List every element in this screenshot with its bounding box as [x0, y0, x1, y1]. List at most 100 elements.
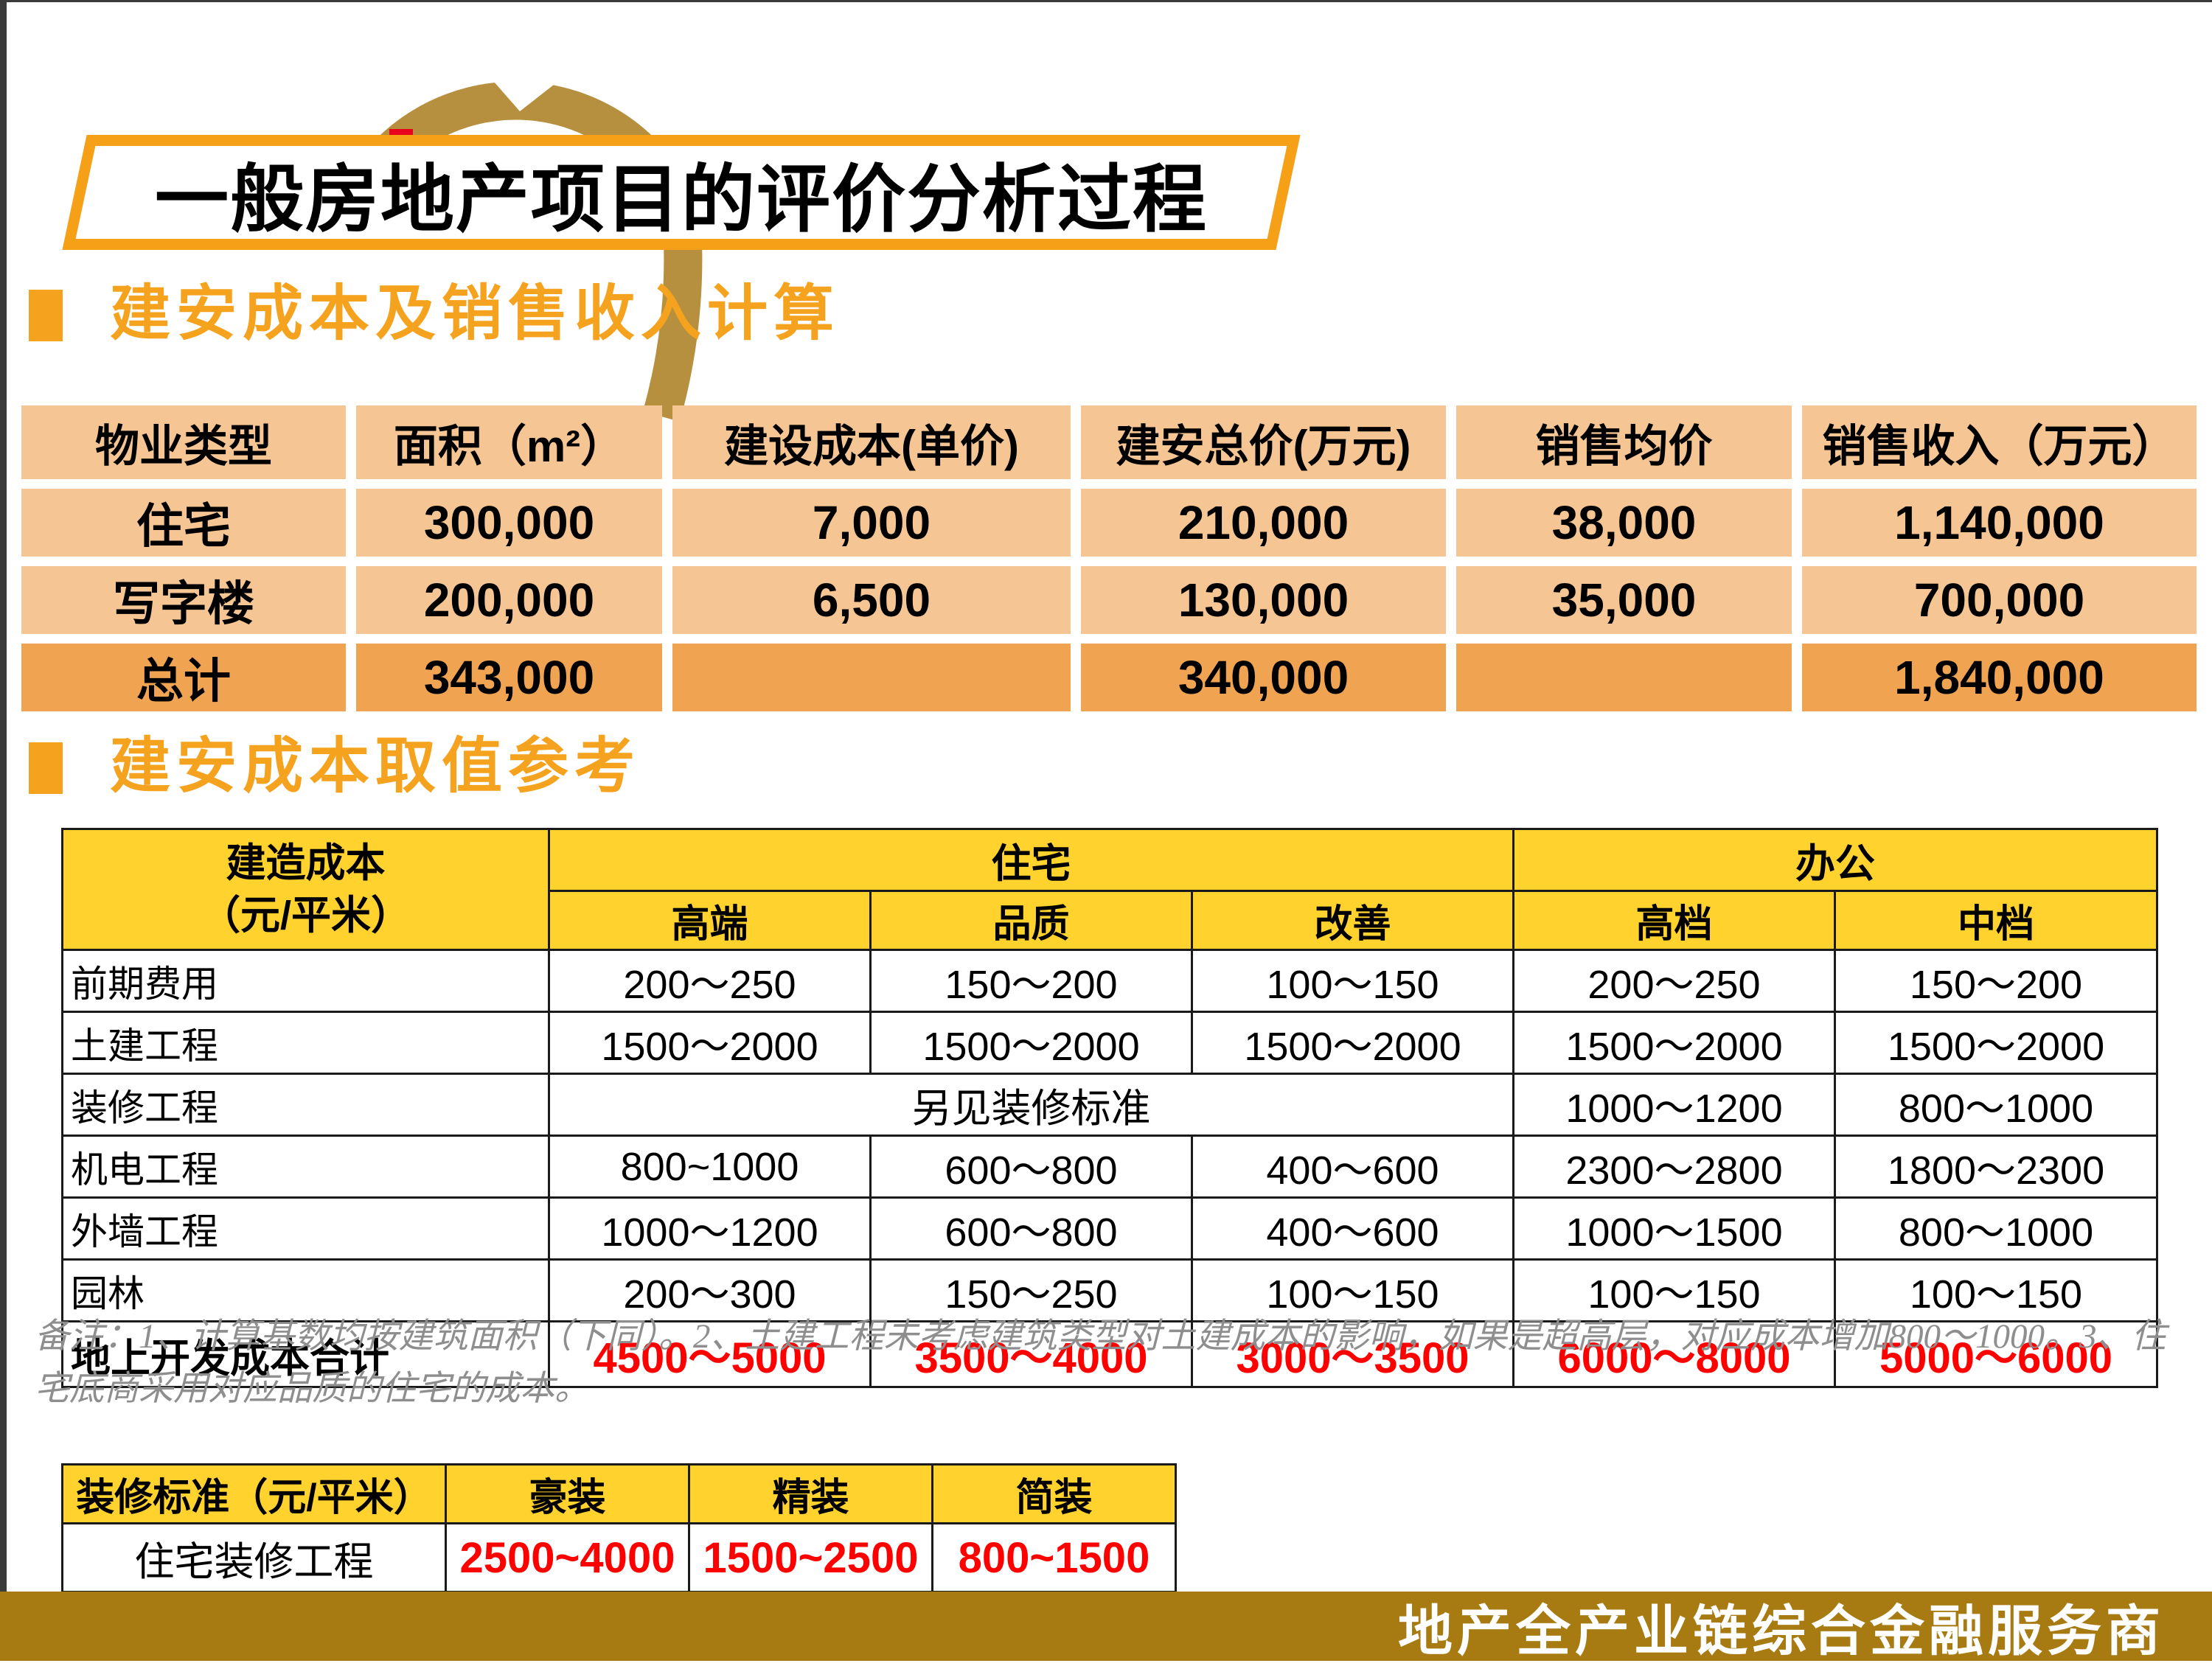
- corner-header-line1: 建造成本: [226, 841, 386, 886]
- cell-value: 150～200: [869, 949, 1193, 1013]
- column-header: 销售收入（万元）: [1802, 405, 2197, 479]
- cell-value: 150～200: [1834, 949, 2158, 1013]
- row-label: 机电工程: [61, 1135, 550, 1199]
- footer-slogan: 地产全产业链综合金融服务商: [1398, 1600, 2165, 1662]
- row-label: 前期费用: [61, 949, 550, 1013]
- table-row: 园林 200～300 150～250 100～150 100～150 100～1…: [61, 1258, 2158, 1322]
- table-row: 住宅装修工程 2500~4000 1500~2500 800~1500: [61, 1522, 1177, 1593]
- cell-value-highlight: 1500~2500: [688, 1522, 933, 1593]
- cell-value: 600～800: [869, 1196, 1193, 1261]
- cell-value: 1000～1200: [548, 1196, 872, 1261]
- cell-value: 200,000: [356, 566, 662, 634]
- corner-header: 建造成本 （元/平米）: [61, 828, 550, 951]
- cell-value: 130,000: [1081, 566, 1446, 634]
- cost-revenue-table: 物业类型 面积（m²） 建设成本(单价) 建安总价(万元) 销售均价 销售收入（…: [11, 396, 2207, 721]
- cell-value-highlight: 5000～6000: [1834, 1320, 2158, 1388]
- table-header-row: 装修标准（元/平米） 豪装 精装 简装: [61, 1463, 1177, 1524]
- merged-cell-see-decoration-standard: 另见装修标准: [548, 1073, 1514, 1137]
- cell-value-highlight: 4500～5000: [548, 1320, 872, 1388]
- orange-square-bullet-icon: [29, 742, 63, 794]
- column-header: 面积（m²）: [356, 405, 662, 479]
- section-1-heading: 建安成本及销售收入计算: [29, 280, 841, 347]
- sub-header-row: 高端 品质 改善 高档 中档: [63, 890, 2158, 951]
- row-label: 装修工程: [61, 1073, 550, 1137]
- table-total-row: 总计 343,000 340,000 1,840,000: [21, 644, 2197, 711]
- table-row: 机电工程 800~1000 600～800 400～600 2300～2800 …: [61, 1135, 2158, 1199]
- row-label: 园林: [61, 1258, 550, 1322]
- page-title-banner: 一般房地产项目的评价分析过程: [62, 135, 1301, 250]
- cell-value-highlight: 3500～4000: [869, 1320, 1193, 1388]
- column-header: 建设成本(单价): [672, 405, 1071, 479]
- group-header-office: 办公: [1512, 828, 2158, 892]
- cell-value: 340,000: [1081, 644, 1446, 711]
- row-label: 住宅装修工程: [61, 1522, 447, 1593]
- section-1-title: 建安成本及销售收入计算: [110, 280, 841, 347]
- group-header-row: 建造成本 （元/平米） 住宅 办公: [61, 828, 2158, 951]
- cell-value: 1500～2000: [1191, 1011, 1514, 1075]
- cell-value: 35,000: [1456, 566, 1792, 634]
- sub-header: 中档: [1834, 890, 2158, 951]
- column-header: 装修标准（元/平米）: [61, 1463, 447, 1524]
- cell-value: 400～600: [1191, 1196, 1514, 1261]
- row-label: 写字楼: [21, 566, 346, 634]
- cell-value: 200～300: [548, 1258, 872, 1322]
- cell-value: 100～150: [1512, 1258, 1836, 1322]
- cell-value: 600～800: [869, 1135, 1193, 1199]
- cell-value: 7,000: [672, 489, 1071, 557]
- cell-value: 1,140,000: [1802, 489, 2197, 557]
- column-header: 简装: [931, 1463, 1177, 1524]
- footer-banner: 地产全产业链综合金融服务商: [0, 1592, 2212, 1662]
- cell-value: 1500～2000: [548, 1011, 872, 1075]
- cell-value: 800～1000: [1834, 1073, 2158, 1137]
- decoration-standard-table: 装修标准（元/平米） 豪装 精装 简装 住宅装修工程 2500~4000 150…: [61, 1463, 1177, 1593]
- row-label: 总计: [21, 644, 346, 711]
- sub-header: 高档: [1512, 890, 1836, 951]
- table-row: 住宅 300,000 7,000 210,000 38,000 1,140,00…: [21, 489, 2197, 557]
- cell-value: 38,000: [1456, 489, 1792, 557]
- page-title: 一般房地产项目的评价分析过程: [155, 158, 1208, 241]
- sub-header: 品质: [869, 890, 1193, 951]
- cell-value: 343,000: [356, 644, 662, 711]
- cell-value: 100～150: [1191, 949, 1514, 1013]
- cell-value: 300,000: [356, 489, 662, 557]
- row-label: 住宅: [21, 489, 346, 557]
- cell-value-highlight: 2500~4000: [445, 1522, 690, 1593]
- orange-square-bullet-icon: [29, 290, 63, 341]
- cell-value: 400～600: [1191, 1135, 1514, 1199]
- globe-map-cutout: [470, 21, 554, 111]
- table-row: 写字楼 200,000 6,500 130,000 35,000 700,000: [21, 566, 2197, 634]
- cell-value: 1500～2000: [1512, 1011, 1836, 1075]
- section-2-heading: 建安成本取值参考: [29, 733, 641, 800]
- cell-value-highlight: 800~1500: [931, 1522, 1177, 1593]
- sub-header: 高端: [548, 890, 872, 951]
- sub-header: 改善: [1191, 890, 1514, 951]
- cell-value: 200～250: [1512, 949, 1836, 1013]
- table-row: 外墙工程 1000～1200 600～800 400～600 1000～1500…: [61, 1196, 2158, 1261]
- cell-value: 1800～2300: [1834, 1135, 2158, 1199]
- row-label: 土建工程: [61, 1011, 550, 1075]
- cell-value: 100～150: [1191, 1258, 1514, 1322]
- section-2-title: 建安成本取值参考: [110, 733, 641, 800]
- cell-value: 6,500: [672, 566, 1071, 634]
- column-header: 建安总价(万元): [1081, 405, 1446, 479]
- cell-value: 200～250: [548, 949, 872, 1013]
- cell-value: [1456, 644, 1792, 711]
- table-header-row: 物业类型 面积（m²） 建设成本(单价) 建安总价(万元) 销售均价 销售收入（…: [21, 405, 2197, 479]
- cell-value: 1,840,000: [1802, 644, 2197, 711]
- corner-header-line2: （元/平米）: [200, 893, 411, 938]
- construction-cost-table: 建造成本 （元/平米） 住宅 办公 高端 品质 改善 高档 中档 前期费用 20…: [61, 828, 2158, 1388]
- table-row: 土建工程 1500～2000 1500～2000 1500～2000 1500～…: [61, 1011, 2158, 1075]
- row-label: 地上开发成本合计: [61, 1320, 550, 1388]
- cell-value: 1000～1200: [1512, 1073, 1836, 1137]
- cell-value: 1500～2000: [869, 1011, 1193, 1075]
- cell-value: 100～150: [1834, 1258, 2158, 1322]
- cell-value: 2300～2800: [1512, 1135, 1836, 1199]
- note-text: 备注：1、计算基数均按建筑面积（下同）。2、土建工程未考虑建筑类型对土建成本的影…: [35, 1317, 2166, 1408]
- cell-value: 800~1000: [548, 1135, 872, 1199]
- cell-value: 1500～2000: [1834, 1011, 2158, 1075]
- cell-value: [672, 644, 1071, 711]
- table-row: 前期费用 200～250 150～200 100～150 200～250 150…: [61, 949, 2158, 1013]
- cell-value-highlight: 3000～3500: [1191, 1320, 1514, 1388]
- table-row: 装修工程 另见装修标准 1000～1200 800～1000: [61, 1073, 2158, 1137]
